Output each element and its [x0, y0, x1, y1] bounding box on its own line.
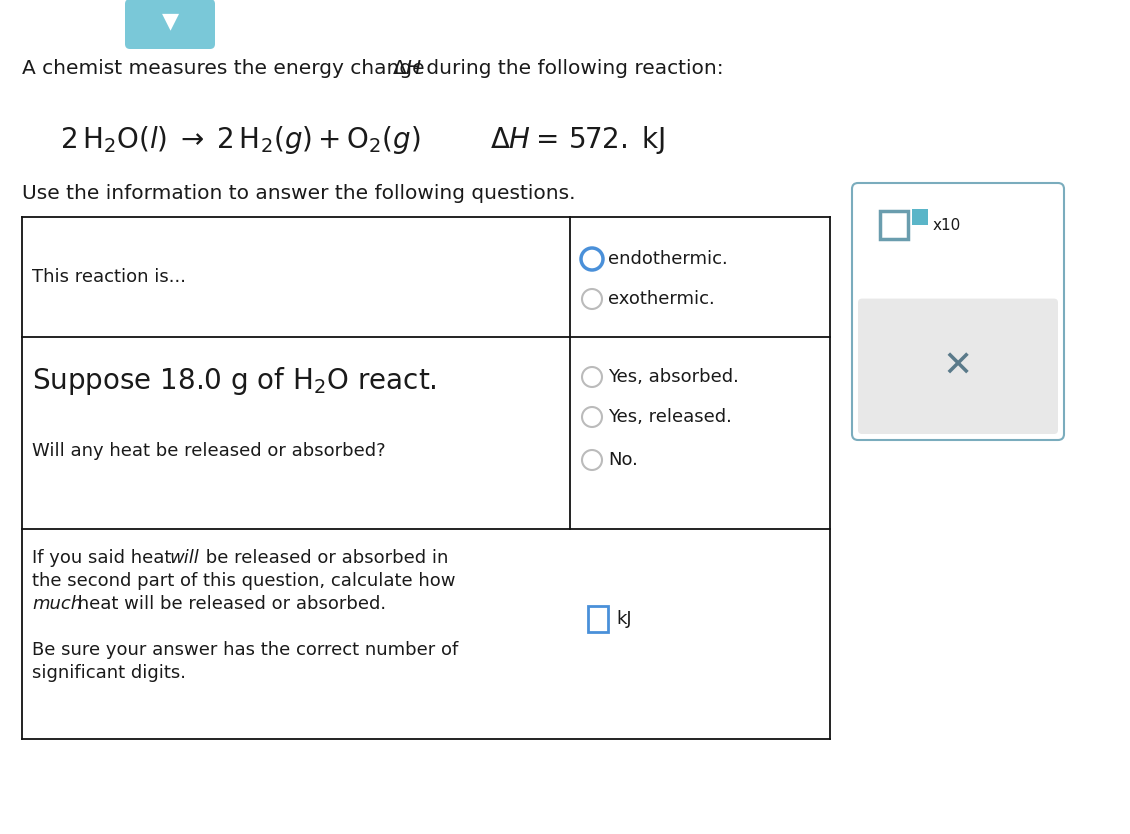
Text: Suppose $18.0$ g of $\mathrm{H_2O}$ react.: Suppose $18.0$ g of $\mathrm{H_2O}$ reac… — [32, 365, 437, 397]
Circle shape — [582, 289, 602, 309]
Circle shape — [582, 407, 602, 427]
Text: significant digits.: significant digits. — [32, 664, 186, 682]
Bar — [588, 606, 608, 632]
Text: exothermic.: exothermic. — [608, 290, 715, 308]
Text: $2\,\mathrm{H_2O}(\mathit{l})\;\rightarrow\;2\,\mathrm{H_2}(\mathit{g})+\mathrm{: $2\,\mathrm{H_2O}(\mathit{l})\;\rightarr… — [60, 124, 420, 156]
Text: ▼: ▼ — [162, 11, 179, 31]
FancyBboxPatch shape — [858, 299, 1058, 434]
Text: during the following reaction:: during the following reaction: — [420, 59, 723, 78]
Text: Yes, released.: Yes, released. — [608, 408, 732, 426]
Text: kJ: kJ — [616, 610, 632, 628]
Bar — [880, 211, 909, 239]
Text: Use the information to answer the following questions.: Use the information to answer the follow… — [21, 184, 575, 203]
FancyBboxPatch shape — [125, 0, 215, 49]
Text: endothermic.: endothermic. — [608, 250, 728, 268]
FancyBboxPatch shape — [852, 183, 1064, 440]
Text: This reaction is...: This reaction is... — [32, 268, 186, 286]
Text: Will any heat be released or absorbed?: Will any heat be released or absorbed? — [32, 442, 385, 460]
Circle shape — [582, 450, 602, 470]
Bar — [912, 209, 928, 225]
Text: ✕: ✕ — [942, 349, 973, 384]
Text: $\Delta\mathit{H}$: $\Delta\mathit{H}$ — [392, 59, 423, 78]
Circle shape — [582, 367, 602, 387]
Circle shape — [581, 248, 603, 270]
Text: Yes, absorbed.: Yes, absorbed. — [608, 368, 739, 386]
Text: Be sure your answer has the correct number of: Be sure your answer has the correct numb… — [32, 641, 459, 659]
Text: A chemist measures the energy change: A chemist measures the energy change — [21, 59, 431, 78]
Text: heat will be released or absorbed.: heat will be released or absorbed. — [72, 595, 386, 613]
Text: much: much — [32, 595, 82, 613]
Text: No.: No. — [608, 451, 637, 469]
Text: be released or absorbed in: be released or absorbed in — [200, 549, 449, 567]
Text: the second part of this question, calculate how: the second part of this question, calcul… — [32, 572, 455, 590]
Text: If you said heat: If you said heat — [32, 549, 177, 567]
Text: will: will — [170, 549, 199, 567]
Text: x10: x10 — [933, 218, 962, 233]
Text: $\Delta\mathit{H}{=}\,572.\;\mathrm{kJ}$: $\Delta\mathit{H}{=}\,572.\;\mathrm{kJ}$ — [490, 124, 664, 156]
